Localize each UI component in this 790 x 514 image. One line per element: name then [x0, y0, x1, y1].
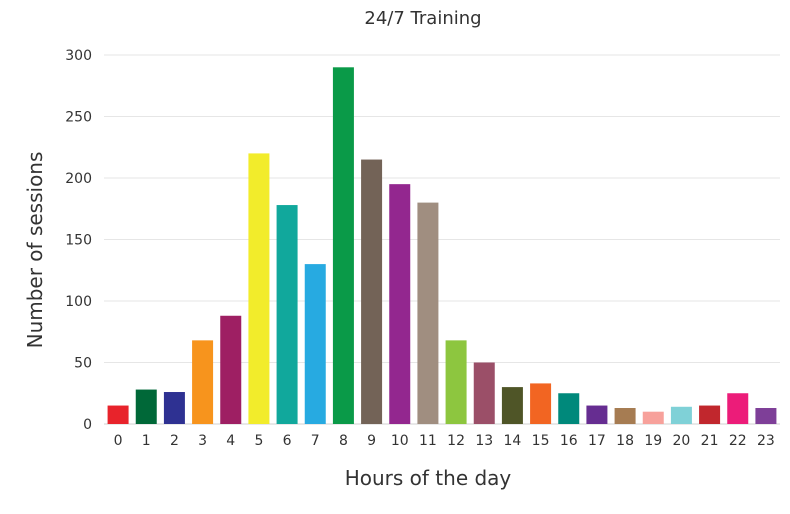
bar-hour-11	[417, 202, 439, 424]
bar-hour-22	[727, 393, 749, 424]
x-axis-title: Hours of the day	[345, 466, 512, 490]
y-tick-label: 150	[65, 233, 92, 249]
bar-hour-0	[107, 405, 129, 424]
x-tick-label: 19	[644, 433, 662, 449]
bar-hour-15	[530, 383, 552, 424]
bar-hour-6	[276, 205, 298, 424]
x-tick-label: 18	[616, 433, 634, 449]
x-tick-label: 2	[170, 433, 179, 449]
bar-hour-19	[642, 411, 664, 424]
y-tick-label: 100	[65, 294, 92, 310]
bar-hour-13	[473, 362, 495, 424]
x-axis-ticks: 0 1 2 3 4 5 6 7 8 9 10 11 12 13 14 15 16 17 18 19 20 21 22 23	[114, 433, 775, 449]
x-tick-label: 23	[757, 433, 775, 449]
x-tick-label: 5	[254, 433, 263, 449]
chart-title: 24/7 Training	[364, 8, 481, 29]
x-tick-label: 21	[701, 433, 719, 449]
y-tick-label: 200	[65, 171, 92, 187]
x-tick-label: 15	[532, 433, 550, 449]
bar-hour-14	[501, 387, 523, 424]
bar-hour-18	[614, 408, 636, 424]
bar-hour-8	[332, 67, 354, 425]
bar-hour-21	[699, 405, 721, 424]
y-tick-label: 250	[65, 110, 92, 126]
y-tick-label: 50	[74, 356, 92, 372]
bar-hour-20	[670, 406, 692, 424]
x-tick-label: 4	[226, 433, 235, 449]
bar-hour-3	[192, 340, 214, 424]
bar-hour-23	[755, 408, 777, 424]
x-tick-label: 14	[504, 433, 522, 449]
y-tick-label: 0	[83, 417, 92, 433]
gridlines	[104, 54, 780, 425]
x-tick-label: 20	[673, 433, 691, 449]
x-tick-label: 8	[339, 433, 348, 449]
bar-hour-10	[389, 184, 411, 424]
y-axis-ticks: 0 50 100 150 200 250 300	[65, 48, 92, 433]
y-axis-title: Number of sessions	[23, 152, 47, 349]
bar-hour-16	[558, 393, 580, 424]
bar-hour-5	[248, 153, 270, 424]
y-tick-label: 300	[65, 48, 92, 64]
x-tick-label: 0	[114, 433, 123, 449]
x-tick-label: 7	[311, 433, 320, 449]
x-tick-label: 13	[475, 433, 493, 449]
x-tick-label: 17	[588, 433, 606, 449]
x-tick-label: 1	[142, 433, 151, 449]
bars	[107, 67, 777, 425]
bar-hour-2	[163, 392, 185, 424]
bar-hour-1	[135, 389, 157, 424]
x-tick-label: 11	[419, 433, 437, 449]
x-tick-label: 6	[283, 433, 292, 449]
bar-hour-12	[445, 340, 467, 424]
bar-hour-4	[220, 315, 242, 424]
bar-hour-7	[304, 264, 326, 424]
x-tick-label: 16	[560, 433, 578, 449]
x-tick-label: 10	[391, 433, 409, 449]
bar-hour-17	[586, 405, 608, 424]
x-tick-label: 12	[447, 433, 465, 449]
x-tick-label: 22	[729, 433, 747, 449]
bar-hour-9	[361, 159, 383, 425]
x-tick-label: 9	[367, 433, 376, 449]
x-tick-label: 3	[198, 433, 207, 449]
